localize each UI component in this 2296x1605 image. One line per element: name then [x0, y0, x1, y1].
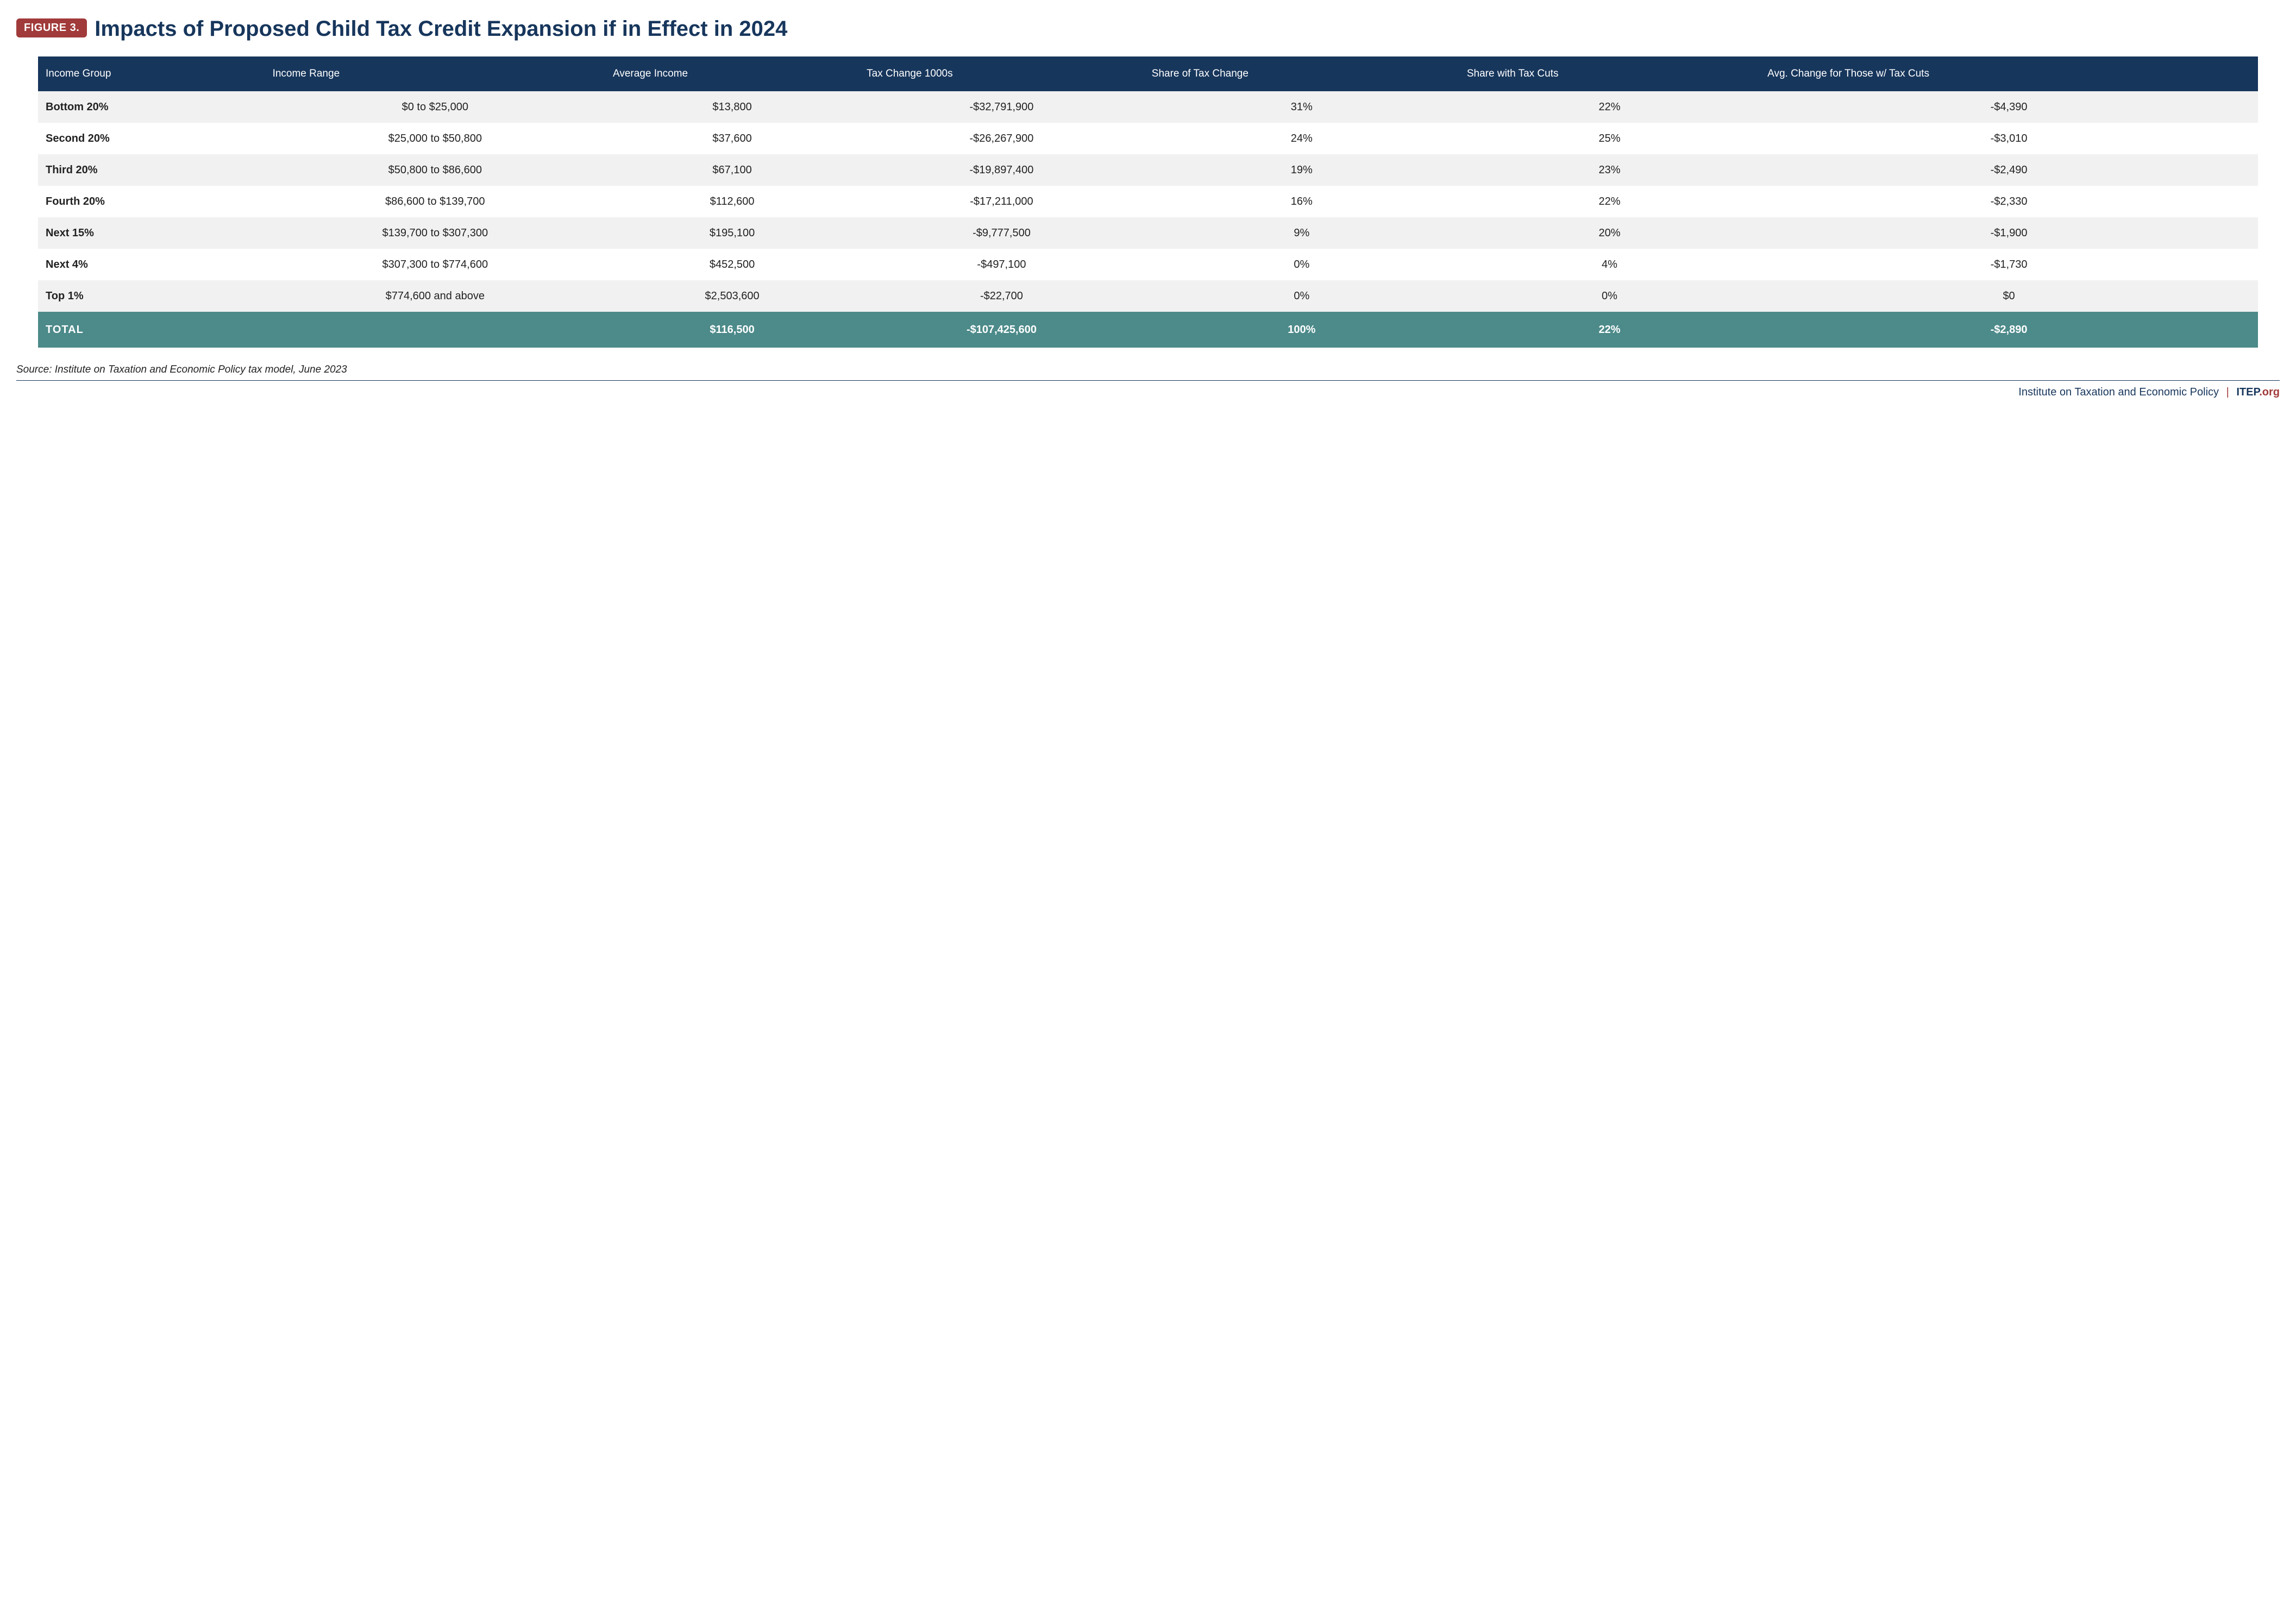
col-tax-change: Tax Change 1000s: [859, 56, 1144, 91]
cell-avg-change-cuts: $0: [1760, 280, 2258, 312]
footer: Institute on Taxation and Economic Polic…: [16, 380, 2280, 399]
cell-tax-change: -$9,777,500: [859, 217, 1144, 249]
footer-org-name: Institute on Taxation and Economic Polic…: [2018, 386, 2219, 398]
cell-avg-change-cuts: -$1,730: [1760, 249, 2258, 280]
impact-table: Income Group Income Range Average Income…: [38, 56, 2258, 348]
cell-average-income: $2,503,600: [605, 280, 859, 312]
cell-tax-change: -$22,700: [859, 280, 1144, 312]
cell-total-share-change: 100%: [1144, 312, 1459, 348]
footer-separator: |: [2222, 386, 2234, 398]
table-body: Bottom 20%$0 to $25,000$13,800-$32,791,9…: [38, 91, 2258, 348]
cell-average-income: $112,600: [605, 186, 859, 217]
col-avg-change-cuts: Avg. Change for Those w/ Tax Cuts: [1760, 56, 2258, 91]
cell-average-income: $37,600: [605, 123, 859, 154]
cell-avg-change-cuts: -$4,390: [1760, 91, 2258, 123]
figure-header: FIGURE 3. Impacts of Proposed Child Tax …: [16, 16, 2280, 41]
table-container: Income Group Income Range Average Income…: [16, 56, 2280, 348]
table-row: Next 15%$139,700 to $307,300$195,100-$9,…: [38, 217, 2258, 249]
cell-tax-change: -$32,791,900: [859, 91, 1144, 123]
cell-avg-change-cuts: -$1,900: [1760, 217, 2258, 249]
cell-income-group: Fourth 20%: [38, 186, 265, 217]
cell-income-group: Top 1%: [38, 280, 265, 312]
cell-income-group: Bottom 20%: [38, 91, 265, 123]
table-header: Income Group Income Range Average Income…: [38, 56, 2258, 91]
cell-total-avg-income: $116,500: [605, 312, 859, 348]
cell-share-cuts: 22%: [1459, 91, 1760, 123]
cell-avg-change-cuts: -$3,010: [1760, 123, 2258, 154]
cell-share-cuts: 20%: [1459, 217, 1760, 249]
cell-average-income: $67,100: [605, 154, 859, 186]
cell-share-change: 19%: [1144, 154, 1459, 186]
cell-share-change: 0%: [1144, 249, 1459, 280]
cell-share-cuts: 0%: [1459, 280, 1760, 312]
cell-tax-change: -$17,211,000: [859, 186, 1144, 217]
cell-total-tax-change: -$107,425,600: [859, 312, 1144, 348]
table-row: Next 4%$307,300 to $774,600$452,500-$497…: [38, 249, 2258, 280]
footer-brand-suffix: .org: [2259, 386, 2280, 398]
cell-income-group: Third 20%: [38, 154, 265, 186]
table-row: Fourth 20%$86,600 to $139,700$112,600-$1…: [38, 186, 2258, 217]
col-share-tax-cuts: Share with Tax Cuts: [1459, 56, 1760, 91]
cell-share-change: 9%: [1144, 217, 1459, 249]
cell-share-change: 31%: [1144, 91, 1459, 123]
cell-share-cuts: 23%: [1459, 154, 1760, 186]
cell-income-group: Next 15%: [38, 217, 265, 249]
cell-average-income: $195,100: [605, 217, 859, 249]
table-row: Second 20%$25,000 to $50,800$37,600-$26,…: [38, 123, 2258, 154]
cell-tax-change: -$26,267,900: [859, 123, 1144, 154]
figure-title: Impacts of Proposed Child Tax Credit Exp…: [95, 16, 787, 41]
cell-average-income: $13,800: [605, 91, 859, 123]
col-income-group: Income Group: [38, 56, 265, 91]
cell-income-range: $86,600 to $139,700: [265, 186, 605, 217]
cell-income-group: Next 4%: [38, 249, 265, 280]
cell-average-income: $452,500: [605, 249, 859, 280]
cell-income-range: $774,600 and above: [265, 280, 605, 312]
cell-total-label: TOTAL: [38, 312, 265, 348]
col-share-tax-change: Share of Tax Change: [1144, 56, 1459, 91]
cell-share-cuts: 4%: [1459, 249, 1760, 280]
cell-avg-change-cuts: -$2,490: [1760, 154, 2258, 186]
cell-income-range: $307,300 to $774,600: [265, 249, 605, 280]
source-note: Source: Institute on Taxation and Econom…: [16, 364, 2280, 376]
cell-income-range: $25,000 to $50,800: [265, 123, 605, 154]
figure-badge: FIGURE 3.: [16, 18, 87, 37]
cell-share-change: 24%: [1144, 123, 1459, 154]
table-row: Third 20%$50,800 to $86,600$67,100-$19,8…: [38, 154, 2258, 186]
cell-total-avg-change-cuts: -$2,890: [1760, 312, 2258, 348]
table-total-row: TOTAL $116,500-$107,425,600100%22%-$2,890: [38, 312, 2258, 348]
cell-avg-change-cuts: -$2,330: [1760, 186, 2258, 217]
cell-share-cuts: 25%: [1459, 123, 1760, 154]
cell-share-change: 0%: [1144, 280, 1459, 312]
cell-total-range: [265, 312, 605, 348]
cell-share-change: 16%: [1144, 186, 1459, 217]
cell-income-range: $0 to $25,000: [265, 91, 605, 123]
cell-tax-change: -$19,897,400: [859, 154, 1144, 186]
footer-brand-main: ITEP: [2236, 386, 2259, 398]
cell-income-range: $50,800 to $86,600: [265, 154, 605, 186]
cell-tax-change: -$497,100: [859, 249, 1144, 280]
table-row: Bottom 20%$0 to $25,000$13,800-$32,791,9…: [38, 91, 2258, 123]
cell-income-group: Second 20%: [38, 123, 265, 154]
col-average-income: Average Income: [605, 56, 859, 91]
cell-total-share-cuts: 22%: [1459, 312, 1760, 348]
cell-income-range: $139,700 to $307,300: [265, 217, 605, 249]
col-income-range: Income Range: [265, 56, 605, 91]
cell-share-cuts: 22%: [1459, 186, 1760, 217]
table-row: Top 1%$774,600 and above$2,503,600-$22,7…: [38, 280, 2258, 312]
